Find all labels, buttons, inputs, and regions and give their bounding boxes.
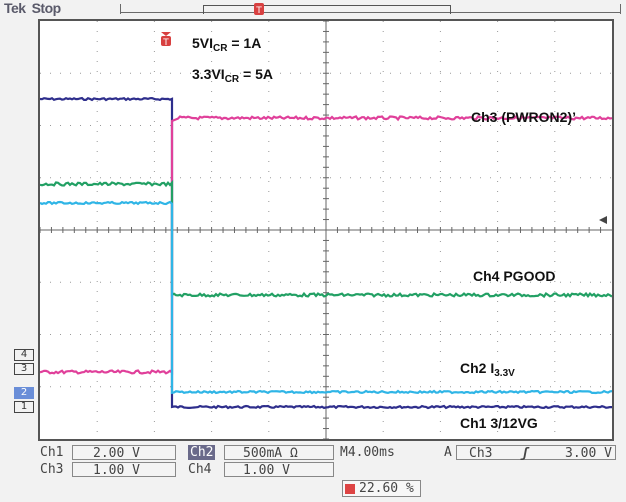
ch1-label: Ch1	[40, 445, 64, 460]
trace-ch1	[39, 96, 612, 410]
waveform-display: T 5VICR = 1A 3.3VICR = 5A Ch3 (PWRON2)’ …	[38, 19, 614, 441]
trigger-marker-icon: T	[161, 32, 171, 47]
trace-ch2	[39, 200, 613, 395]
ch4-scale[interactable]: 1.00 V	[224, 462, 334, 478]
trace-ch4	[39, 179, 613, 299]
trigger-level-marker-icon	[599, 216, 607, 224]
timebase-readout[interactable]: M4.00ms	[340, 445, 395, 460]
svg-text:T: T	[162, 38, 169, 47]
ch3-scale[interactable]: 1.00 V	[72, 462, 176, 478]
trigger-readout[interactable]: Ch3 ʃ 3.00 V	[456, 445, 616, 461]
channel-marker-1: 1	[14, 401, 34, 413]
trigger-level: 3.00 V	[565, 446, 612, 461]
channel-marker-3: 3	[14, 363, 34, 375]
status-row-2: Ch3 1.00 V Ch4 1.00 V	[40, 462, 340, 478]
trigger-position-readout[interactable]: 22.60 %	[342, 480, 421, 497]
trigger-source: Ch3	[469, 446, 493, 461]
record-bracket-tick	[620, 4, 621, 14]
status-row-1: Ch1 2.00 V Ch2 500mA Ω M4.00ms A Ch3 ʃ 3…	[40, 445, 620, 461]
status-header: Tek Stop T	[0, 0, 626, 16]
trace-ch3	[39, 115, 613, 375]
trigger-mode: A	[444, 445, 452, 460]
trace-label-ch4: Ch4 PGOOD	[473, 268, 556, 284]
ch2-scale[interactable]: 500mA Ω	[224, 445, 334, 461]
record-bracket-tick	[120, 4, 121, 14]
ch1-scale[interactable]: 2.00 V	[72, 445, 176, 461]
tek-logo: Tek Stop	[4, 0, 61, 16]
record-length-bar	[120, 12, 620, 13]
annotation-33v-current: 3.3VICR = 5A	[192, 66, 274, 85]
ch2-label: Ch2	[188, 445, 216, 460]
trace-label-ch1: Ch1 3/12VG	[460, 415, 538, 431]
ch4-label: Ch4	[188, 462, 212, 477]
trigger-position-value: 22.60 %	[359, 481, 414, 496]
trigger-position-icon: T	[254, 3, 264, 16]
record-window-bracket	[203, 5, 451, 14]
brand-text: Tek	[4, 0, 26, 16]
trigger-position-icon	[345, 483, 355, 494]
waveform-plot	[39, 20, 613, 440]
acquisition-state: Stop	[31, 0, 62, 16]
trace-label-ch3: Ch3 (PWRON2)’	[471, 109, 576, 125]
trigger-slope-icon: ʃ	[521, 446, 529, 461]
ch3-label: Ch3	[40, 462, 64, 477]
channel-marker-4: 4	[14, 349, 34, 361]
channel-marker-2: 2	[14, 387, 34, 399]
annotation-5v-current: 5VICR = 1A	[192, 35, 262, 54]
status-readout: Ch1 2.00 V Ch2 500mA Ω M4.00ms A Ch3 ʃ 3…	[40, 443, 620, 478]
svg-text:T: T	[255, 6, 262, 16]
trace-label-ch2: Ch2 I3.3V	[460, 360, 515, 379]
